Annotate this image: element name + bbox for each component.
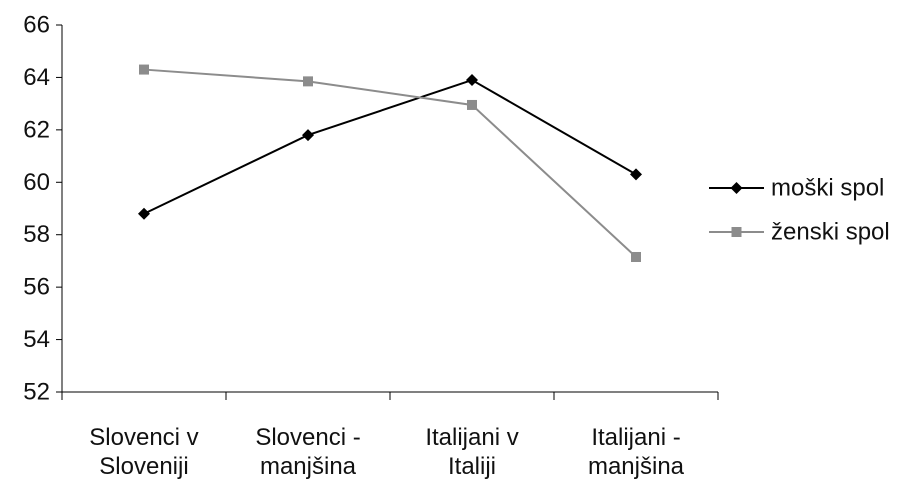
legend-label: ženski spol [771, 219, 890, 246]
x-category-label: Italijani v [425, 424, 518, 451]
x-category-label: Sloveniji [99, 453, 188, 479]
series-1 [139, 64, 641, 262]
y-axis-tick-labels: 52 54 56 58 60 62 64 66 [23, 12, 50, 406]
series-layer [138, 64, 642, 262]
legend-marker-square [731, 227, 742, 237]
legend-label: moški spol [771, 175, 884, 202]
data-point-diamond [302, 129, 314, 142]
series-line [143, 78, 637, 215]
axes [56, 24, 719, 400]
legend-marker-diamond [730, 182, 743, 194]
y-tick-label: 58 [23, 221, 50, 248]
legend-item: moški spol [709, 175, 884, 202]
data-point-square [631, 251, 641, 262]
y-tick-label: 62 [23, 116, 50, 143]
series-line [143, 68, 637, 258]
data-point-diamond [466, 74, 478, 87]
data-point-diamond [138, 207, 150, 220]
x-category-label: Slovenci - [255, 424, 360, 451]
y-tick-label: 56 [23, 274, 50, 301]
x-category-label: Slovenci v [89, 424, 198, 451]
legend: moški spol ženski spol [709, 175, 890, 246]
x-category-label: manjšina [260, 453, 357, 479]
y-tick-label: 52 [23, 379, 50, 406]
series-0 [138, 74, 642, 220]
data-point-square [139, 64, 149, 75]
y-tick-label: 60 [23, 169, 50, 196]
y-tick-label: 54 [23, 326, 50, 353]
legend-item: ženski spol [709, 219, 890, 246]
y-tick-label: 64 [23, 64, 50, 91]
y-tick-label: 66 [23, 12, 50, 39]
data-point-diamond [630, 168, 642, 181]
data-point-square [303, 76, 313, 87]
data-point-square [467, 99, 477, 110]
x-category-label: Italijani - [591, 424, 680, 451]
x-category-label: Italiji [448, 453, 496, 479]
x-category-label: manjšina [588, 453, 685, 479]
